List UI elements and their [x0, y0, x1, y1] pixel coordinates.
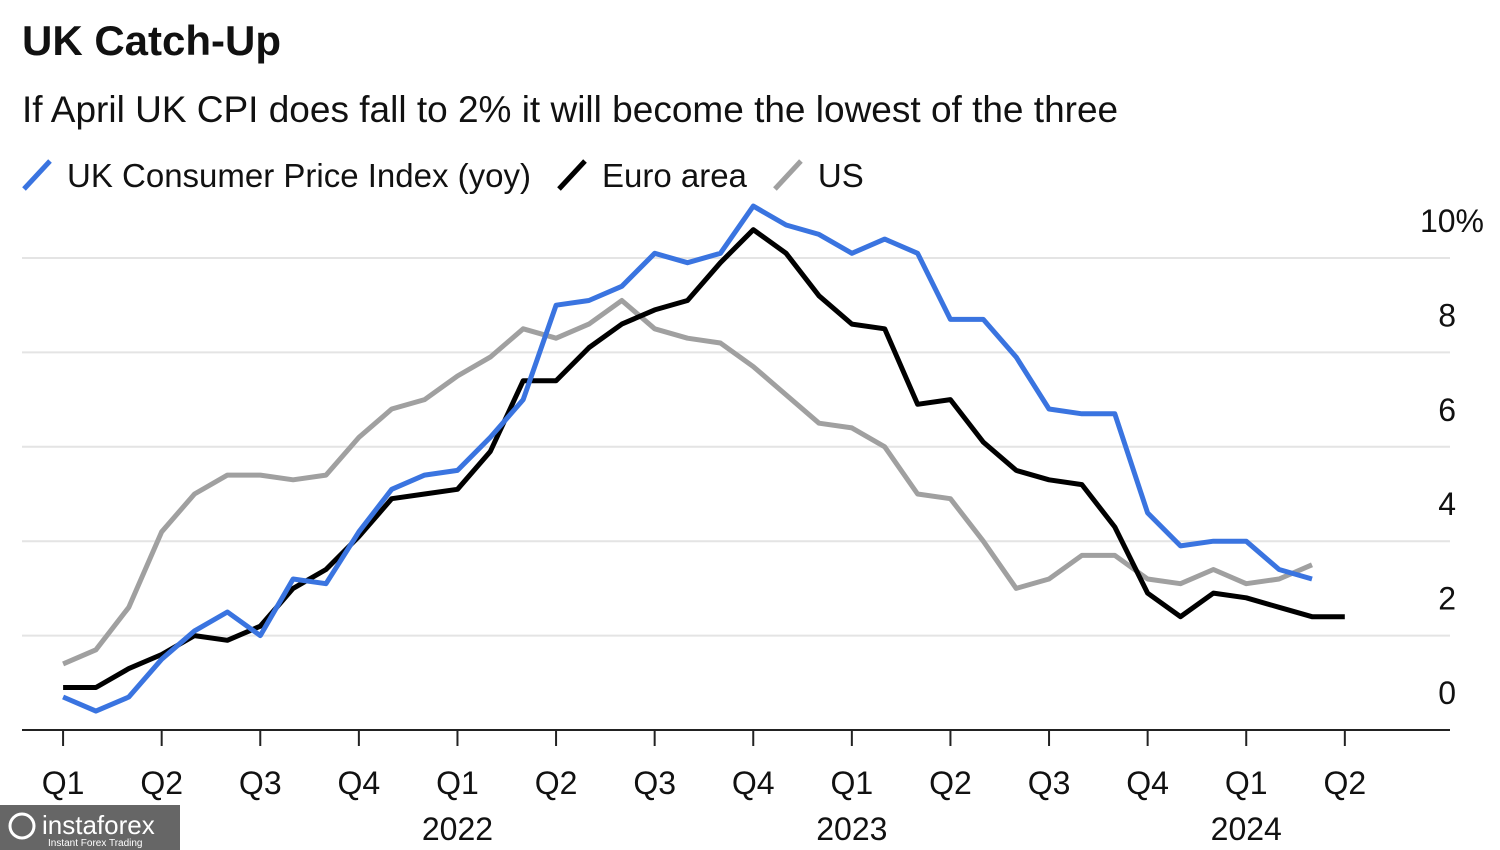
x-tick-label: Q2 — [140, 765, 183, 801]
legend-swatch — [557, 159, 587, 191]
x-tick-label: Q1 — [1225, 765, 1268, 801]
x-year-label: 2024 — [1211, 811, 1282, 847]
watermark-name: instaforex — [42, 810, 155, 840]
legend-label: UK Consumer Price Index (yoy) — [67, 157, 531, 194]
watermark-tagline: Instant Forex Trading — [48, 838, 143, 849]
y-tick-label: 10% — [1420, 203, 1484, 239]
plot-area: 0 2 4 6 8 10% Q1 Q2 Q3 Q4 Q1 Q2 Q3 Q4 Q1 Q2 Q3 Q4 Q1 Q2 2022… — [22, 203, 1484, 847]
x-tick-label: Q4 — [1126, 765, 1169, 801]
legend-swatch — [773, 159, 803, 191]
y-tick-label: 0 — [1438, 675, 1456, 711]
watermark-box — [0, 805, 180, 850]
watermark-icon — [8, 812, 36, 840]
series-line — [62, 298, 1313, 667]
x-tick-label: Q2 — [535, 765, 578, 801]
y-tick-label: 8 — [1438, 297, 1456, 333]
x-year-label: 2023 — [816, 811, 887, 847]
legend-swatch — [22, 159, 52, 191]
legend: UK Consumer Price Index (yoy) Euro area US — [22, 157, 864, 194]
x-tick-label: Q2 — [929, 765, 972, 801]
legend-label: Euro area — [602, 157, 748, 194]
x-tick-label: Q3 — [633, 765, 676, 801]
chart-title: UK Catch-Up — [22, 17, 281, 64]
x-tick-label: Q4 — [338, 765, 381, 801]
series-line — [62, 203, 1313, 714]
y-tick-label: 6 — [1438, 392, 1456, 428]
y-tick-label: 4 — [1438, 486, 1456, 522]
x-tick-label: Q3 — [1028, 765, 1071, 801]
x-tick-label: Q1 — [436, 765, 479, 801]
x-tick-label: Q4 — [732, 765, 775, 801]
chart-subtitle: If April UK CPI does fall to 2% it will … — [22, 89, 1118, 130]
x-year-label: 2022 — [422, 811, 493, 847]
watermark: instaforex Instant Forex Trading — [0, 805, 180, 850]
x-tick-label: Q3 — [239, 765, 282, 801]
legend-label: US — [818, 157, 864, 194]
y-tick-label: 2 — [1438, 581, 1456, 617]
x-tick-label: Q2 — [1323, 765, 1366, 801]
x-tick-label: Q1 — [831, 765, 874, 801]
x-tick-label: Q1 — [42, 765, 85, 801]
